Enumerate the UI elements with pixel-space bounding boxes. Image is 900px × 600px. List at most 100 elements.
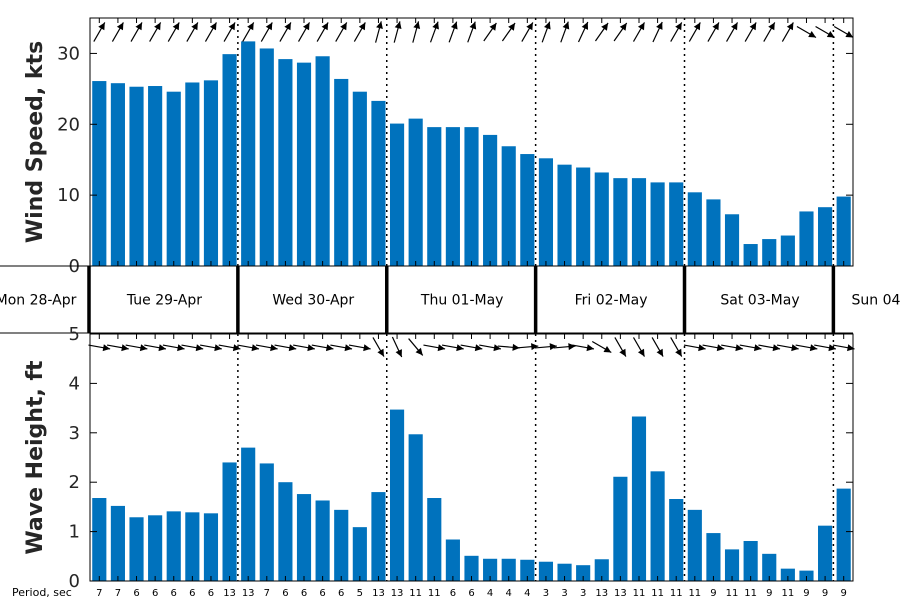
arrow-head	[845, 30, 854, 38]
wind-direction-arrow	[815, 25, 835, 39]
wind-direction-arrow	[375, 21, 383, 43]
wind-direction-arrow	[260, 22, 273, 42]
wave-direction-arrow	[591, 340, 612, 354]
wave-direction-arrow	[795, 344, 818, 352]
wind-speed-bar	[334, 78, 349, 266]
wind-speed-bar	[799, 211, 814, 266]
period-label: 4	[506, 588, 512, 599]
wave-height-bar	[762, 553, 777, 581]
arrow-head	[731, 22, 738, 31]
wave-height-bar	[92, 498, 107, 581]
arrow-head	[601, 22, 609, 31]
wave-height-bar	[352, 527, 367, 581]
period-label: 4	[524, 588, 530, 599]
wind-speed-bar	[222, 54, 237, 266]
arrow-head	[177, 344, 185, 352]
wind-direction-arrow	[763, 22, 776, 42]
period-label: 13	[391, 588, 404, 599]
period-label: 9	[803, 588, 809, 599]
wind-speed-bar	[687, 192, 702, 266]
wave-height-bar	[371, 492, 386, 581]
arrow-head	[209, 22, 217, 31]
wind-direction-arrow	[167, 22, 180, 42]
wind-speed-bar	[315, 56, 330, 267]
period-label: 9	[841, 588, 847, 599]
arrow-head	[413, 21, 421, 30]
period-label: 6	[189, 588, 195, 599]
period-label: 6	[319, 588, 325, 599]
wave-height-bar	[148, 515, 163, 581]
day-label: Sun 04	[852, 293, 900, 309]
wave-direction-arrow	[144, 344, 167, 352]
wind-speed-bar	[818, 207, 833, 266]
wind-speed-bar	[92, 81, 107, 266]
wind-speed-bar	[241, 41, 256, 266]
arrow-head	[395, 349, 402, 357]
arrow-head	[603, 345, 612, 353]
period-label: 6	[152, 588, 158, 599]
arrow-head	[675, 22, 682, 31]
period-label: 11	[633, 588, 646, 599]
arrow-head	[172, 22, 180, 31]
arrow-head	[637, 348, 645, 357]
wave-height-bar	[278, 482, 293, 581]
arrow-head	[581, 22, 589, 30]
wave-direction-arrow	[162, 344, 185, 352]
wave-height-bar	[799, 570, 814, 581]
wave-direction-arrow	[776, 344, 799, 352]
wind-direction-arrow	[316, 22, 329, 42]
arrow-head	[512, 343, 520, 351]
wave-height-bar	[129, 517, 144, 581]
arrow-head	[121, 344, 129, 352]
wave-direction-arrow	[516, 343, 539, 351]
period-label: 6	[133, 588, 139, 599]
wave-height-bar	[743, 540, 758, 581]
wind-direction-arrow	[130, 22, 143, 42]
period-label: 6	[208, 588, 214, 599]
wave-height-bar	[557, 563, 572, 581]
wind-direction-arrow	[204, 22, 217, 42]
arrow-head	[469, 21, 477, 30]
wave-direction-arrow	[88, 344, 111, 352]
wave-direction-arrow	[372, 337, 385, 357]
arrow-head	[437, 344, 446, 352]
wave-height-bar	[222, 462, 237, 581]
wave-height-bar	[166, 511, 181, 581]
period-label: 3	[561, 588, 567, 599]
wind-speed-bar	[352, 91, 367, 266]
wind-speed-bar	[427, 127, 442, 267]
arrow-head	[828, 344, 836, 352]
wave-direction-arrow	[553, 343, 576, 351]
wave-height-bar	[669, 499, 684, 581]
arrow-head	[508, 22, 516, 31]
wind-direction-arrow	[744, 22, 757, 42]
wind-speed-bar	[389, 123, 405, 266]
arrow-head	[270, 344, 278, 352]
wave-height-bar	[185, 512, 200, 581]
wave-direction-arrow	[832, 344, 855, 352]
wave-direction-arrow	[391, 336, 403, 358]
wind-direction-arrow	[501, 22, 516, 42]
arrow-head	[358, 22, 366, 31]
arrow-head	[808, 30, 816, 38]
wind-direction-arrow	[670, 22, 683, 42]
wind-speed-bar	[259, 48, 274, 266]
wave-height-bar	[389, 409, 405, 581]
arrow-head	[377, 348, 384, 357]
arrow-head	[247, 22, 254, 31]
wind-direction-arrow	[541, 21, 551, 43]
wind-direction-arrow	[688, 22, 701, 42]
period-label: 3	[543, 588, 549, 599]
arrow-head	[265, 22, 273, 31]
arrow-head	[791, 344, 799, 352]
arrow-head	[325, 344, 334, 352]
day-label: Wed 30-Apr	[272, 293, 354, 309]
period-label: 11	[651, 588, 664, 599]
wave-direction-arrow	[311, 344, 334, 352]
arrow-head	[376, 21, 383, 30]
wave-direction-arrow	[683, 344, 706, 352]
arrow-head	[619, 22, 627, 31]
